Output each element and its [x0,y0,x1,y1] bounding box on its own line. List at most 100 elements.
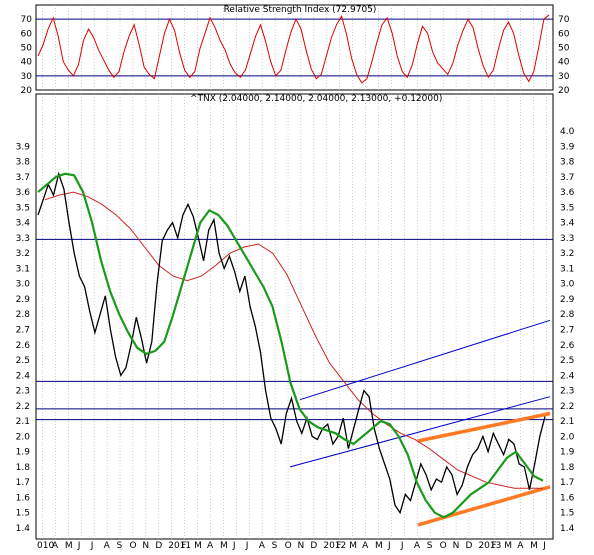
price-tick-right: 3.0 [560,280,575,290]
rsi-tick-right: 50 [558,44,570,54]
price-tick-right: 2.1 [560,417,574,427]
x-tick-label: O [285,541,292,550]
x-tick-label: A [362,541,369,550]
price-tick-right: 3.2 [560,249,574,259]
price-tick-right: 2.3 [560,387,574,397]
price-tick-left: 2.8 [16,310,31,320]
slow-ma-line [44,191,543,489]
price-tick-left: 3.0 [16,280,31,290]
x-tick-label: O [129,541,136,550]
rsi-tick-right: 20 [558,86,570,96]
price-tick-left: 2.4 [16,371,31,381]
rsi-ticks: 20 20 30 30 40 40 50 50 60 60 70 70 [21,15,570,96]
x-tick-label: F [181,541,186,550]
rsi-panel: 20 20 30 30 40 40 50 50 60 60 70 70 Relative Streng… [21,4,570,96]
x-tick-label: S [272,541,278,550]
price-tick-left: 2.9 [16,295,31,305]
x-tick-label: A [414,541,421,550]
price-tick-left: 1.8 [16,463,31,473]
rsi-frame [35,4,554,91]
x-tick-label: 2013 [478,541,501,550]
price-tick-right: 1.6 [560,493,575,503]
price-tick-left: 2.1 [16,417,30,427]
price-tick-left: 2.2 [16,402,30,412]
x-tick-label: S [427,541,433,550]
x-tick-label: D [310,541,317,550]
price-panel: 1.4 1.5 1.6 1.7 1.8 1.9 2.0 2.1 2.2 2.3 2.4 2.5 2.6 2… [16,93,575,540]
price-tick-right: 3.5 [560,203,574,213]
x-tick-label: A [517,541,524,550]
price-tick-right: 1.5 [560,509,574,519]
price-tick-left: 1.7 [16,478,30,488]
x-tick-label: J [387,541,391,550]
price-series-line [37,171,546,515]
price-tick-right: 2.5 [560,356,574,366]
rsi-series-line [37,14,550,84]
rsi-grid [42,5,547,90]
price-tick-left: 2.0 [16,432,31,442]
orange-trend-upper-line [417,411,551,443]
price-tick-right: 2.9 [560,295,575,305]
price-tick-right: 1.8 [560,463,575,473]
price-tick-right: 3.1 [560,264,574,274]
price-ticks-left: 1.4 1.5 1.6 1.7 1.8 1.9 2.0 2.1 2.2 2.3 2.4 2.5 2.6 2… [16,142,31,534]
x-tick-label: F [491,541,496,550]
rsi-tick-left: 60 [21,29,33,39]
price-tick-right: 1.9 [560,448,575,458]
price-tick-left: 1.9 [16,448,31,458]
x-tick-label: O [440,541,447,550]
price-tick-left: 3.8 [16,158,31,168]
x-tick-label: J [77,541,81,550]
blue-channel-lower-line [289,396,551,468]
price-tick-left: 2.7 [16,326,30,336]
rsi-tick-right: 70 [558,15,570,25]
rsi-tick-right: 60 [558,29,570,39]
price-tick-right: 3.9 [560,142,575,152]
price-tick-left: 1.5 [16,509,30,519]
x-tick-label: J [542,541,546,550]
orange-trend-lower-line [417,485,551,527]
price-tick-left: 3.9 [16,142,31,152]
x-tick-label: D [466,541,473,550]
price-tick-left: 3.1 [16,264,30,274]
x-tick-label: M [375,541,383,550]
x-tick-label: J [245,541,249,550]
x-tick-label: D [155,541,162,550]
x-tick-label: M [504,541,512,550]
price-tick-right: 4.0 [560,127,575,137]
price-tick-left: 3.2 [16,249,30,259]
fast-ma-line [37,172,544,519]
price-tick-right: 3.6 [560,188,575,198]
x-tick-label: 010 [37,541,54,550]
price-ticks-right: 1.4 1.5 1.6 1.7 1.8 1.9 2.0 2.1 2.2 2.3 2.4 2.5 2.6 2… [560,127,575,534]
price-tick-right: 1.7 [560,478,574,488]
x-tick-label: A [259,541,266,550]
rsi-tick-left: 20 [21,86,33,96]
price-frame [35,93,554,540]
price-tick-left: 2.5 [16,356,30,366]
price-tick-right: 3.3 [560,234,574,244]
x-tick-label: N [453,541,460,550]
channels [289,319,551,527]
price-tick-right: 2.4 [560,371,575,381]
x-tick-label: N [298,541,305,550]
x-tick-label: M [194,541,202,550]
price-title: ^TNX (2.04000, 2.14000, 2.04000, 2.13000… [190,94,442,104]
price-tick-right: 3.7 [560,173,574,183]
price-tick-left: 1.6 [16,493,31,503]
price-tick-right: 2.6 [560,341,575,351]
x-tick-label: J [232,541,236,550]
rsi-tick-left: 30 [21,72,33,82]
price-tick-left: 3.6 [16,188,31,198]
price-tick-left: 3.5 [16,203,30,213]
x-tick-label: 2011 [168,541,191,550]
price-tick-right: 1.4 [560,524,575,534]
rsi-tick-left: 40 [21,58,33,68]
x-tick-label: M [530,541,538,550]
price-tick-left: 2.6 [16,341,31,351]
x-tick-label: M [65,541,73,550]
